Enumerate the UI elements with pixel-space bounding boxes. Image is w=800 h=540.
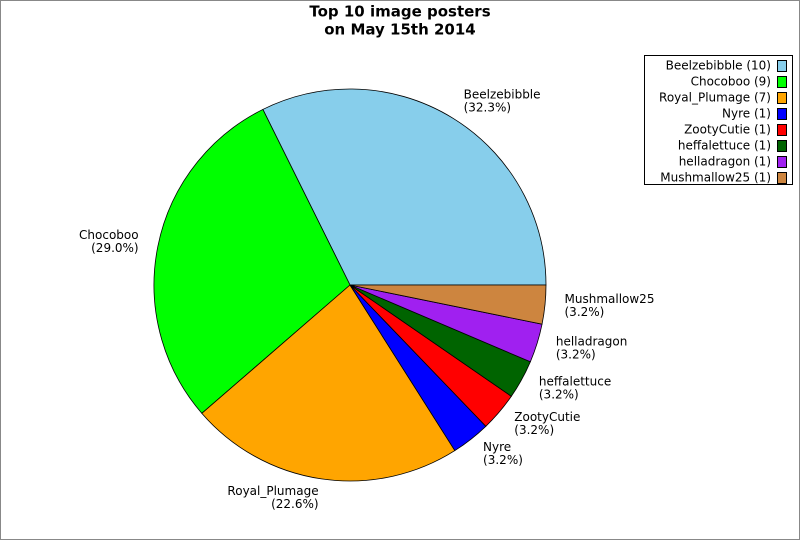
chart-title: Top 10 image posters bbox=[309, 3, 490, 21]
slice-label: heffalettuce bbox=[539, 374, 611, 388]
legend-label: ZootyCutie (1) bbox=[684, 123, 771, 137]
slice-label: Royal_Plumage bbox=[227, 484, 318, 498]
legend-label: Nyre (1) bbox=[722, 107, 771, 121]
legend-swatch bbox=[777, 92, 787, 104]
chart-title: on May 15th 2014 bbox=[324, 21, 476, 39]
legend-label: Mushmallow25 (1) bbox=[660, 171, 771, 185]
slice-label: helladragon bbox=[556, 335, 627, 349]
legend-swatch bbox=[777, 108, 787, 120]
legend-label: heffalettuce (1) bbox=[678, 139, 771, 153]
slice-value-label: (32.3%) bbox=[464, 100, 511, 114]
slice-value-label: (3.2%) bbox=[483, 453, 523, 467]
slice-value-label: (3.2%) bbox=[539, 387, 579, 401]
slice-label: ZootyCutie bbox=[514, 410, 580, 424]
legend-swatch bbox=[777, 156, 787, 168]
legend-label: Beelzebibble (10) bbox=[666, 59, 771, 73]
legend-label: Chocoboo (9) bbox=[691, 75, 771, 89]
slice-value-label: (3.2%) bbox=[556, 348, 596, 362]
pie-slice bbox=[262, 88, 547, 286]
legend-swatch bbox=[777, 124, 787, 136]
slice-value-label: (3.2%) bbox=[514, 423, 554, 437]
legend-swatch bbox=[777, 76, 787, 88]
pie-slice bbox=[201, 284, 456, 482]
legend-label: helladragon (1) bbox=[679, 155, 771, 169]
slice-label: Beelzebibble bbox=[464, 87, 541, 101]
slice-label: Chocoboo bbox=[79, 228, 139, 242]
slice-value-label: (3.2%) bbox=[565, 305, 605, 319]
slice-value-label: (22.6%) bbox=[271, 497, 318, 511]
slice-value-label: (29.0%) bbox=[91, 241, 138, 255]
slice-label: Mushmallow25 bbox=[565, 292, 655, 306]
legend-label: Royal_Plumage (7) bbox=[659, 91, 771, 105]
slice-label: Nyre bbox=[483, 440, 511, 454]
pie-slice bbox=[153, 108, 351, 414]
legend-box bbox=[644, 55, 793, 185]
legend-swatch bbox=[777, 60, 787, 72]
legend-swatch bbox=[777, 140, 787, 152]
pie-slice bbox=[349, 284, 547, 325]
legend-swatch bbox=[777, 172, 787, 184]
